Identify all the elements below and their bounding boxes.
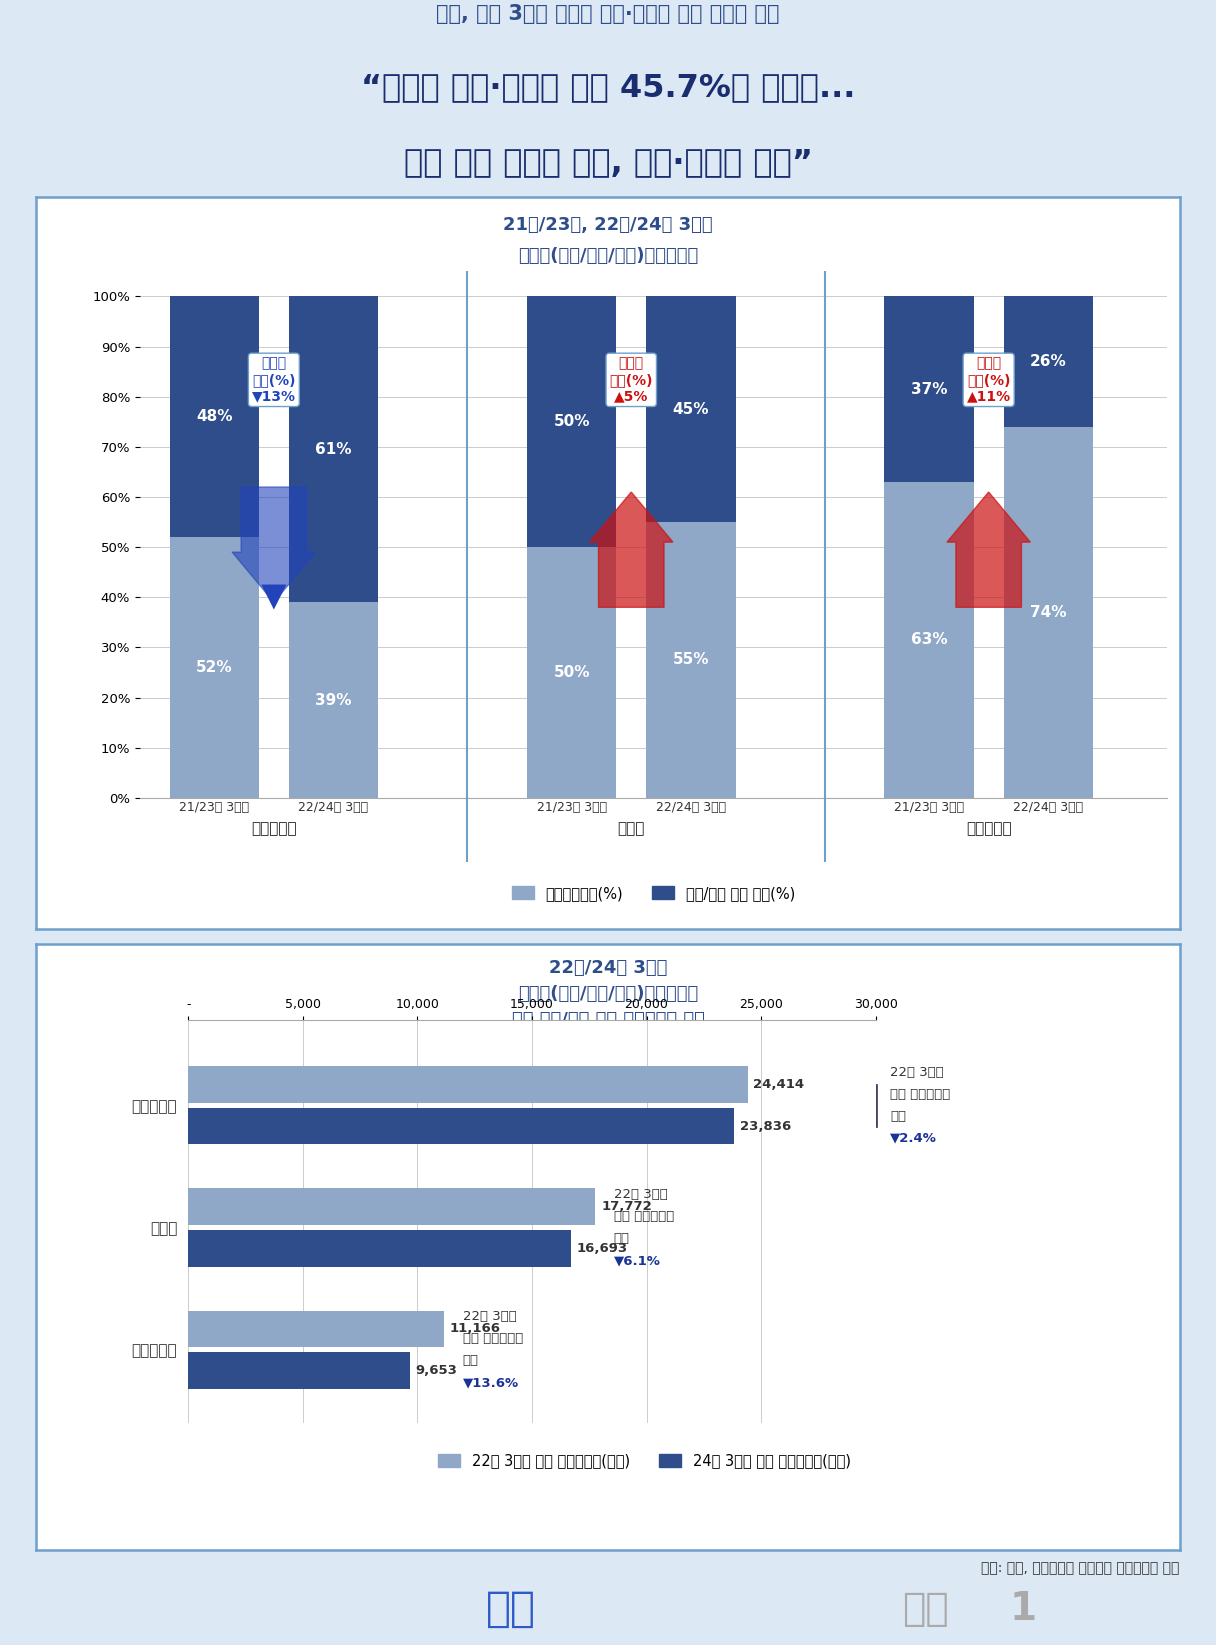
Text: 인천광역시: 인천광역시 — [966, 821, 1012, 837]
Bar — [188, 1352, 410, 1388]
Text: 동일주소/동일 면적 하락거래 비중 비교: 동일주소/동일 면적 하락거래 비중 비교 — [506, 278, 710, 296]
Text: 서울특별시: 서울특별시 — [250, 821, 297, 837]
Text: 45%: 45% — [672, 401, 709, 416]
Text: 수도권(서울/경기/인천)연립다세대: 수도권(서울/경기/인천)연립다세대 — [518, 247, 698, 265]
Bar — [527, 296, 617, 548]
Bar — [188, 1188, 596, 1226]
Text: 역전세
비중(%)
▲11%: 역전세 비중(%) ▲11% — [967, 357, 1010, 403]
Bar — [188, 1066, 748, 1102]
Text: 74%: 74% — [1030, 605, 1066, 620]
Legend: 하락거래비중(%), 보합/상승 거래 비중(%): 하락거래비중(%), 보합/상승 거래 비중(%) — [506, 880, 801, 906]
Text: 26%: 26% — [1030, 354, 1066, 368]
FancyArrow shape — [232, 487, 316, 602]
Text: 평균 전세보증금: 평균 전세보증금 — [890, 1087, 951, 1101]
Text: 50%: 50% — [553, 415, 590, 429]
Text: 다방: 다방 — [485, 1587, 536, 1630]
Bar — [884, 482, 974, 798]
Bar — [188, 1230, 570, 1267]
Bar — [188, 1107, 734, 1145]
Text: 역전세
비중(%)
▼13%: 역전세 비중(%) ▼13% — [252, 357, 295, 403]
Bar — [1003, 426, 1093, 798]
Bar — [288, 296, 378, 602]
Text: 22년 3분기: 22년 3분기 — [614, 1188, 668, 1201]
Text: 22년 3분기: 22년 3분기 — [462, 1309, 517, 1323]
Text: 평균 전세보증금: 평균 전세보증금 — [614, 1211, 674, 1222]
Legend: 22년 3분기 평균 전세보증금(만원), 24년 3분기 평균 전세보증금(만원): 22년 3분기 평균 전세보증금(만원), 24년 3분기 평균 전세보증금(만… — [433, 1448, 856, 1474]
FancyArrow shape — [947, 492, 1030, 607]
Text: 22년/24년 3분기: 22년/24년 3분기 — [548, 959, 668, 977]
Text: 동일 주소/면적 평균 전세보증금 비교: 동일 주소/면적 평균 전세보증금 비교 — [512, 1012, 704, 1030]
Text: 역전세
비중(%)
▲5%: 역전세 비중(%) ▲5% — [609, 357, 653, 403]
Text: 9,653: 9,653 — [416, 1364, 457, 1377]
Text: 21년/23년, 22년/24년 3분기: 21년/23년, 22년/24년 3분기 — [503, 215, 713, 234]
Text: 1: 1 — [1009, 1589, 1036, 1629]
Text: 대비: 대비 — [462, 1354, 479, 1367]
Bar — [169, 538, 259, 798]
Text: 경기도: 경기도 — [618, 821, 644, 837]
Text: 52%: 52% — [196, 660, 232, 674]
Text: 11,166: 11,166 — [450, 1323, 501, 1336]
Text: “수도권 연립·다세대 전세 45.7%가 역전세...: “수도권 연립·다세대 전세 45.7%가 역전세... — [361, 72, 855, 104]
Text: 작년 대비 서울은 완화, 경기·인천은 심화”: 작년 대비 서울은 완화, 경기·인천은 심화” — [404, 148, 812, 179]
Text: 22년 3분기: 22년 3분기 — [890, 1066, 944, 1079]
Bar — [646, 521, 736, 798]
Text: 대비: 대비 — [890, 1110, 906, 1124]
Bar — [884, 296, 974, 482]
Text: 23,836: 23,836 — [741, 1120, 792, 1133]
Text: 수도권(서울/경기/인천)연립다세대: 수도권(서울/경기/인천)연립다세대 — [518, 985, 698, 1003]
Bar — [288, 602, 378, 798]
Text: 자료: 다방, 국토교통부 실거래가 공개시스템 분석: 자료: 다방, 국토교통부 실거래가 공개시스템 분석 — [981, 1561, 1180, 1574]
Bar — [1003, 296, 1093, 426]
Text: 61%: 61% — [315, 443, 351, 457]
Bar — [527, 548, 617, 798]
Text: 39%: 39% — [315, 693, 351, 707]
Text: 16,693: 16,693 — [576, 1242, 627, 1255]
Text: 대비: 대비 — [614, 1232, 630, 1245]
Text: 48%: 48% — [196, 410, 232, 424]
Text: 55%: 55% — [672, 653, 709, 668]
Text: 다방, 올해 3분기 수도권 연립·다세대 전세 보증금 분석: 다방, 올해 3분기 수도권 연립·다세대 전세 보증금 분석 — [437, 3, 779, 23]
Text: 63%: 63% — [911, 632, 947, 648]
Text: 37%: 37% — [911, 382, 947, 396]
FancyArrow shape — [590, 492, 672, 607]
Text: 17,772: 17,772 — [601, 1201, 652, 1214]
Text: ▼13.6%: ▼13.6% — [462, 1377, 519, 1388]
Bar — [188, 1311, 444, 1347]
Text: 50%: 50% — [553, 665, 590, 679]
Text: 평균 전세보증금: 평균 전세보증금 — [462, 1332, 523, 1346]
Bar — [169, 296, 259, 538]
Text: 24,414: 24,414 — [754, 1077, 805, 1091]
Text: 뉴스: 뉴스 — [902, 1589, 948, 1629]
Text: ▼6.1%: ▼6.1% — [614, 1253, 660, 1267]
Text: ▼2.4%: ▼2.4% — [890, 1132, 938, 1145]
Bar — [646, 296, 736, 521]
